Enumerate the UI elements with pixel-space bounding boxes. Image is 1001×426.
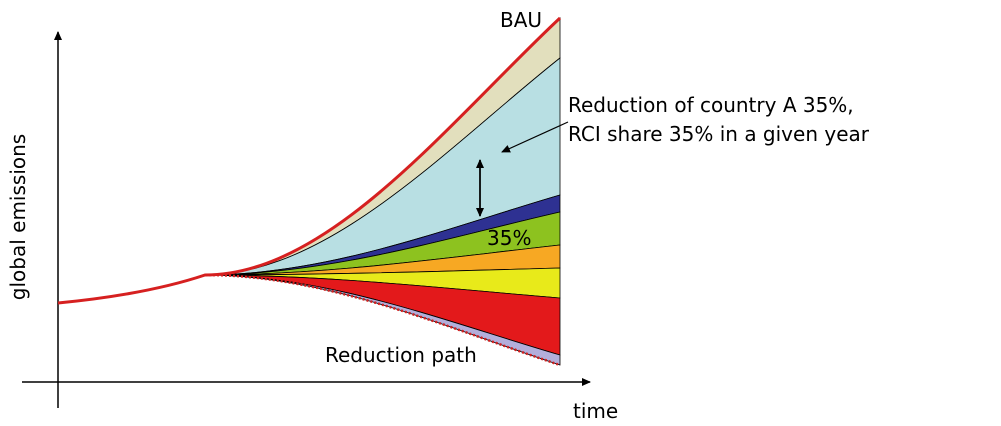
reduction-path-line bbox=[204, 273, 561, 367]
gap-label: 35% bbox=[487, 226, 531, 250]
annotation-line: Reduction of country A 35%, bbox=[568, 93, 854, 117]
reduction-path-label: Reduction path bbox=[325, 343, 477, 367]
annotation-arrow bbox=[501, 121, 569, 153]
annotation-line: RCI share 35% in a given year bbox=[568, 122, 870, 146]
x-axis-label: time bbox=[573, 399, 618, 423]
y-axis-label: global emissions bbox=[6, 134, 30, 300]
bau-label: BAU bbox=[500, 8, 542, 32]
bau-line bbox=[57, 16, 562, 305]
bands bbox=[204, 17, 561, 366]
